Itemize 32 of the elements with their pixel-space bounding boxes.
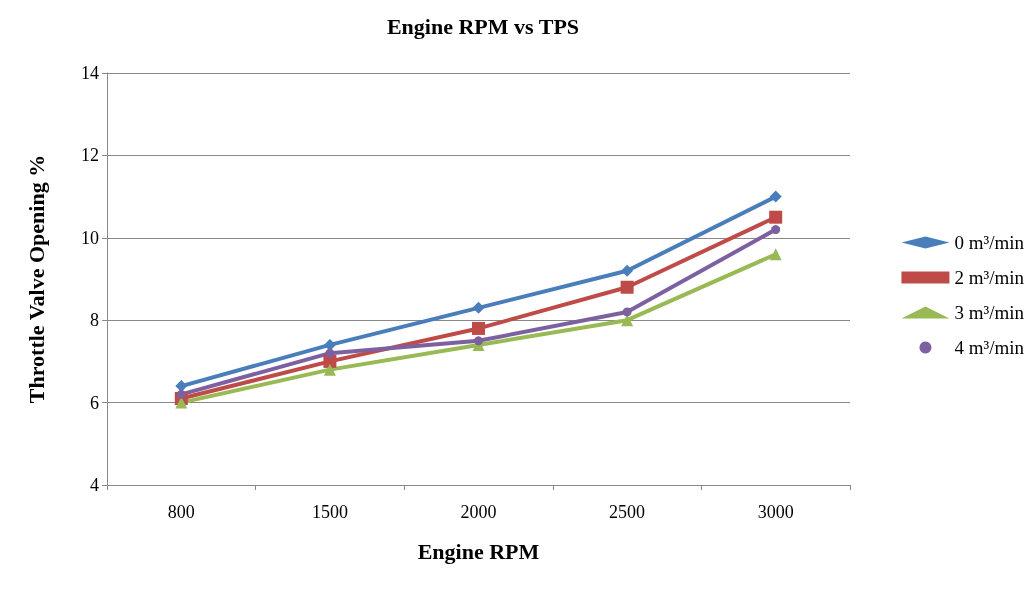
chart-title: Engine RPM vs TPS <box>386 13 580 39</box>
legend-label: 4 m³/min <box>954 337 1025 358</box>
point <box>621 264 634 277</box>
point <box>323 363 336 376</box>
point <box>176 389 186 399</box>
point <box>474 336 483 346</box>
y-tick-label: 6 <box>90 392 99 413</box>
y-tick-label: 4 <box>90 475 99 495</box>
point <box>472 301 485 314</box>
point <box>622 307 632 317</box>
point <box>769 190 782 203</box>
legend-label: 0 m³/min <box>954 232 1025 253</box>
point <box>769 248 782 261</box>
point <box>620 280 634 294</box>
point <box>325 348 335 358</box>
x-tick-label: 800 <box>167 502 195 522</box>
point <box>323 338 336 351</box>
point <box>771 225 781 235</box>
x-tick-label: 2000 <box>460 502 497 522</box>
point <box>769 210 783 224</box>
y-tick-label: 12 <box>81 145 99 166</box>
legend-label: 2 m³/min <box>954 267 1025 288</box>
y-tick-label: 14 <box>81 63 99 83</box>
y-tick-label: 8 <box>90 310 99 331</box>
point <box>472 321 485 335</box>
x-tick-label: 3000 <box>757 502 794 522</box>
x-axis-title: Engine RPM <box>417 538 540 564</box>
y-axis-title: Throttle Valve Opening % <box>23 154 49 404</box>
x-tick-label: 1500 <box>311 502 348 522</box>
x-tick-label: 2500 <box>609 502 646 522</box>
legend-label: 3 m³/min <box>954 302 1025 323</box>
y-tick-label: 10 <box>81 227 99 248</box>
